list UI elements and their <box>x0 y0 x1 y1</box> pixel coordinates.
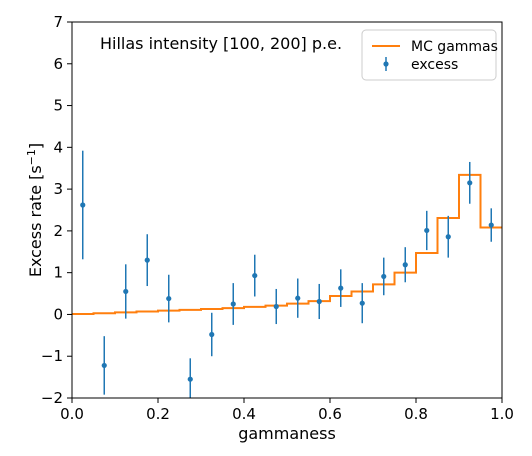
y-tick-label: 0 <box>53 305 63 323</box>
y-tick-label: −1 <box>41 347 63 365</box>
y-tick-label: 7 <box>53 13 63 31</box>
y-axis-label: Excess rate [s−1] <box>25 143 45 277</box>
y-tick-label: 6 <box>53 55 63 73</box>
legend-excess-label: excess <box>411 57 458 73</box>
legend-mc-label: MC gammas <box>411 39 498 55</box>
x-axis-label: gammaness <box>238 424 336 443</box>
x-tick-label: 1.0 <box>490 405 514 423</box>
y-tick-label: 2 <box>53 222 63 240</box>
y-tick-label: −2 <box>41 389 63 407</box>
excess-point <box>316 298 322 305</box>
annotation-text: Hillas intensity [100, 200] p.e. <box>100 34 342 53</box>
excess-point <box>123 288 129 295</box>
excess-point <box>295 295 301 301</box>
excess-point <box>273 303 279 310</box>
x-tick-label: 0.6 <box>318 405 342 423</box>
excess-point <box>209 331 215 338</box>
excess-point <box>252 272 258 279</box>
x-tick-label: 0.2 <box>146 405 170 423</box>
excess-point <box>187 376 193 382</box>
legend-box <box>361 29 497 81</box>
legend-excess-marker <box>383 61 389 67</box>
excess-point <box>101 362 107 369</box>
y-tick-label: 1 <box>53 264 63 282</box>
excess-point <box>467 180 473 186</box>
y-tick-label: 4 <box>53 138 63 156</box>
plot-frame <box>71 21 503 399</box>
excess-point <box>166 295 172 302</box>
excess-point <box>338 285 344 291</box>
excess-point <box>381 273 387 280</box>
legend: MC gammas excess <box>361 29 498 81</box>
y-tick-label: 3 <box>53 180 63 198</box>
excess-point <box>402 262 408 268</box>
mc-gammas-step-line <box>72 173 502 316</box>
excess-point <box>424 227 430 234</box>
excess-point <box>80 202 86 208</box>
x-tick-label: 0.8 <box>404 405 428 423</box>
excess-point <box>359 300 365 306</box>
y-axis-label-sup: −1 <box>25 149 38 165</box>
x-tick-label: 0.0 <box>60 405 84 423</box>
excess-point <box>230 301 236 307</box>
x-tick-label: 0.4 <box>232 405 256 423</box>
y-tick-label: 5 <box>53 97 63 115</box>
excess-point <box>144 257 150 263</box>
excess-point <box>488 222 494 228</box>
excess-point <box>445 234 451 240</box>
